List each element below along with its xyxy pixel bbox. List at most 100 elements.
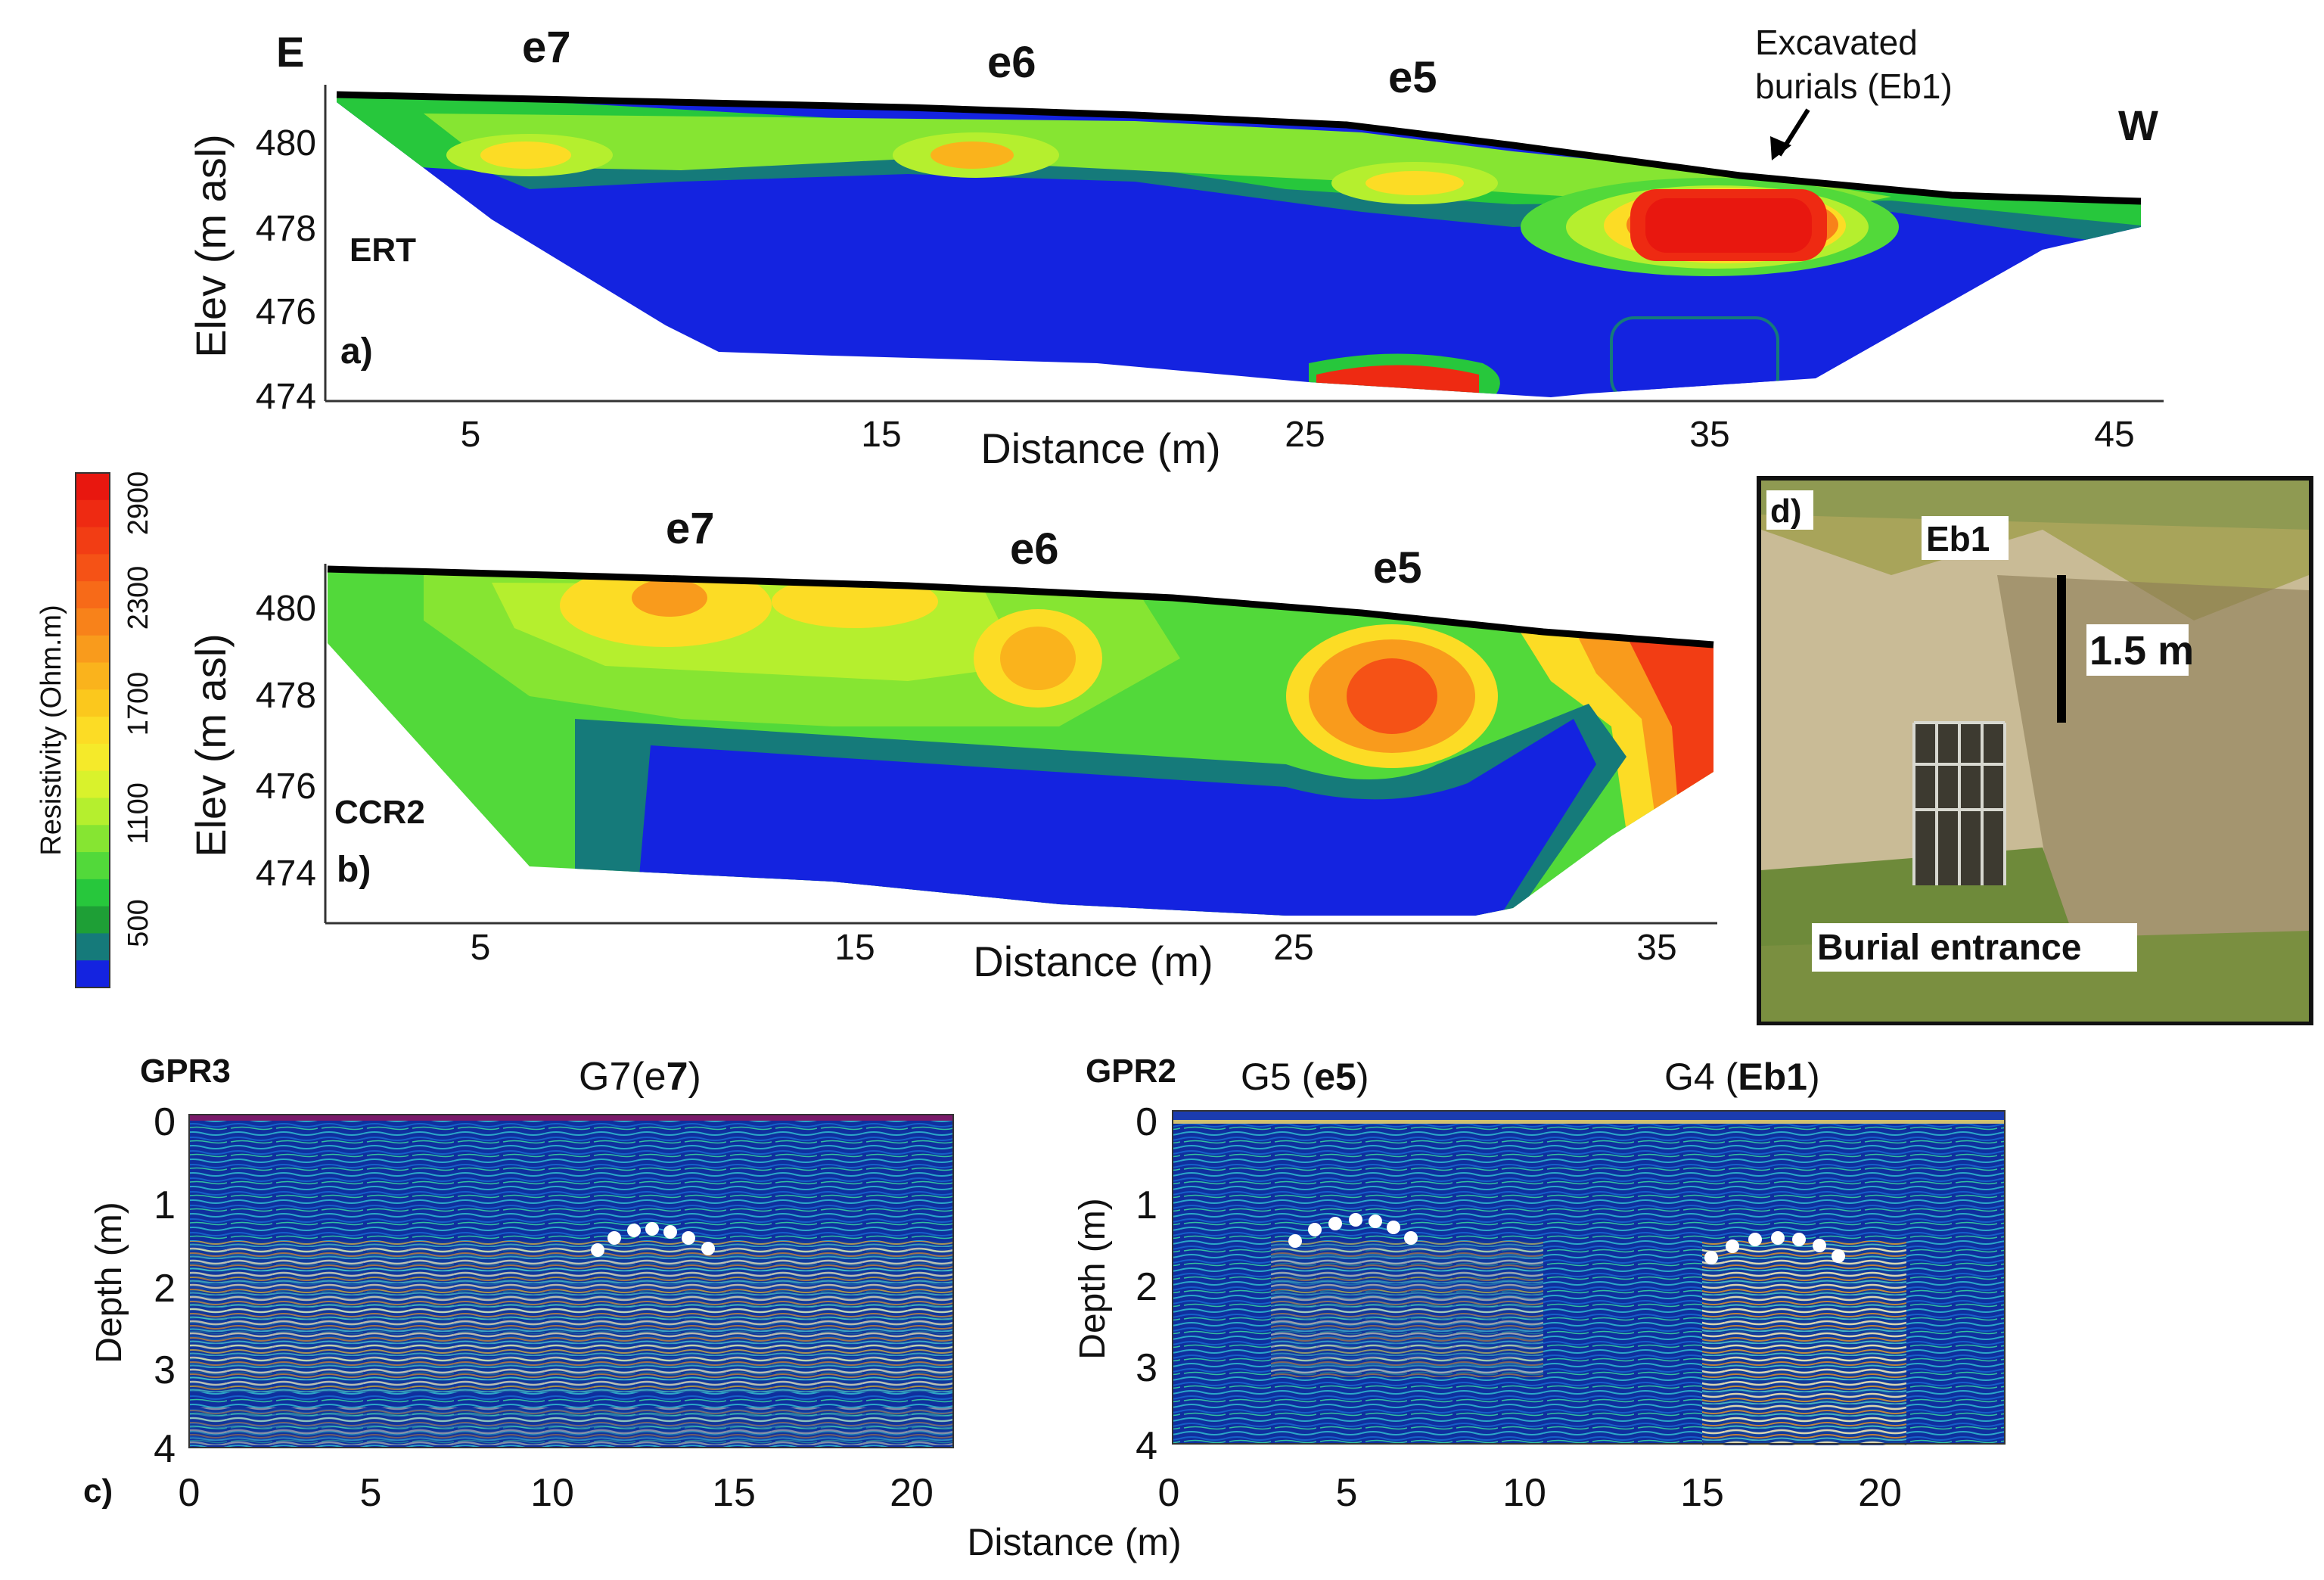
y-tick-474-b: 474	[256, 854, 316, 894]
feature-e6-b: e6	[1010, 524, 1059, 574]
x-axis-label-a: Distance (m)	[980, 425, 1220, 472]
gpr3-title: GPR3	[140, 1053, 231, 1090]
colorbar-swatch	[76, 960, 110, 988]
panel-b-ccr2: e7 e6 e5 CCR2 b) Elev (m asl) 480 478 47…	[187, 504, 1717, 985]
panel-a-ert: E W e7 e6 e5 Excavated burials (Eb1) ERT…	[187, 23, 2164, 472]
gpr3-y-label: Depth (m)	[89, 1202, 129, 1363]
panel-letter-a: a)	[340, 331, 373, 372]
gpr2-anomaly2-label: G4 (Eb1)	[1664, 1056, 1820, 1098]
gpr2-y-tick-1: 1	[1136, 1183, 1157, 1227]
topography-line-a	[336, 91, 2142, 205]
y-tick-476-a: 476	[256, 292, 316, 332]
panel-d-photo: 1.5 m Eb1 d) Burial entrance	[1757, 476, 2313, 1025]
method-label-a: ERT	[350, 232, 416, 269]
dir-right-label: W	[2118, 101, 2158, 149]
x-tick-35-a: 35	[1689, 415, 1729, 455]
photo-label-eb1: Eb1	[1926, 519, 1990, 558]
colorbar-swatch	[76, 635, 110, 664]
gpr3-x-tick-20: 20	[890, 1471, 934, 1515]
gpr2-title: GPR2	[1086, 1053, 1176, 1090]
y-tick-480-b: 480	[256, 589, 316, 629]
gpr2-anomaly2-suffix: )	[1807, 1056, 1820, 1098]
gpr3-y-tick-2: 2	[154, 1267, 176, 1311]
colorbar-swatch	[76, 581, 110, 609]
scale-label: 1.5 m	[2089, 628, 2194, 673]
gpr2-x-tick-10: 10	[1502, 1471, 1546, 1515]
gpr2-x-tick-15: 15	[1680, 1471, 1724, 1515]
gpr3-y-tick-3: 3	[154, 1348, 176, 1392]
x-tick-15-a: 15	[861, 415, 901, 455]
colorbar-tick-500: 500	[123, 899, 154, 947]
y-tick-476-b: 476	[256, 767, 316, 807]
gpr2-x-tick-20: 20	[1858, 1471, 1902, 1515]
colorbar-swatch	[76, 527, 110, 555]
colorbar-swatch	[76, 473, 110, 501]
gpr2-hyperbola-dots-g4	[1704, 1231, 1845, 1264]
x-axis-label-b: Distance (m)	[973, 938, 1213, 985]
gpr3-y-tick-1: 1	[154, 1183, 176, 1227]
gpr3-anomaly-label: G7(e7)	[579, 1055, 701, 1099]
gpr2-x-tick-5: 5	[1336, 1471, 1358, 1515]
colorbar-swatches	[76, 473, 110, 988]
feature-e5-a: e5	[1388, 53, 1437, 102]
feature-e7-a: e7	[522, 23, 571, 72]
gpr2-y-label: Depth (m)	[1073, 1198, 1113, 1359]
ert-section-a	[337, 95, 2141, 397]
y-axis-label-a: Elev (m asl)	[187, 134, 235, 358]
y-tick-478-a: 478	[256, 209, 316, 249]
colorbar-swatch	[76, 662, 110, 690]
gpr2-radargram	[1172, 1110, 2006, 1445]
y-axis-label-b: Elev (m asl)	[187, 633, 235, 857]
colorbar-label: Resistivity (Ohm.m)	[36, 605, 67, 855]
colorbar-swatch	[76, 879, 110, 907]
gpr3-x-tick-15: 15	[712, 1471, 756, 1515]
y-tick-474-a: 474	[256, 377, 316, 417]
gpr2-anomaly2-bold: Eb1	[1738, 1056, 1807, 1098]
x-tick-25-a: 25	[1285, 415, 1325, 455]
gpr3-anomaly-prefix: G7(e	[579, 1055, 666, 1099]
colorbar-swatch	[76, 499, 110, 528]
topography-line-b	[327, 565, 1714, 648]
annotation-line1: Excavated	[1755, 23, 1918, 62]
gpr2-y-tick-0: 0	[1136, 1100, 1157, 1144]
gpr3-x-tick-5: 5	[360, 1471, 382, 1515]
x-tick-5-b: 5	[471, 928, 491, 968]
x-tick-15-b: 15	[834, 928, 875, 968]
colorbar-swatch	[76, 554, 110, 582]
gpr3-hyperbola-dots	[591, 1222, 715, 1257]
gpr3-radargram	[188, 1114, 954, 1448]
gpr2-hyperbola-dots-g5	[1288, 1213, 1418, 1248]
colorbar-swatch	[76, 933, 110, 961]
colorbar-swatch	[76, 798, 110, 826]
colorbar-swatch	[76, 906, 110, 934]
gpr3-x-tick-0: 0	[179, 1471, 200, 1515]
gpr3-y-tick-0: 0	[154, 1100, 176, 1144]
annotation-line2: burials (Eb1)	[1755, 67, 1953, 106]
feature-e7-b: e7	[666, 504, 715, 553]
gpr2-y-tick-4: 4	[1136, 1424, 1157, 1468]
colorbar-tick-2300: 2300	[123, 566, 154, 630]
x-tick-25-b: 25	[1273, 928, 1313, 968]
y-tick-480-a: 480	[256, 123, 316, 163]
colorbar-swatch	[76, 825, 110, 853]
photo-caption: Burial entrance	[1817, 928, 2081, 968]
gpr-x-axis-label: Distance (m)	[967, 1521, 1181, 1563]
gpr2-anomaly1-label: G5 (e5)	[1241, 1056, 1369, 1098]
x-tick-45-a: 45	[2094, 415, 2134, 455]
gpr3-anomaly-bold: 7	[666, 1055, 688, 1099]
gate-bars	[1912, 721, 2006, 885]
x-tick-35-b: 35	[1636, 928, 1676, 968]
panel-letter-b: b)	[337, 850, 371, 890]
gpr2-x-tick-0: 0	[1158, 1471, 1180, 1515]
feature-e6-a: e6	[987, 38, 1036, 87]
gpr2-anomaly1-prefix: G5 (	[1241, 1056, 1315, 1098]
colorbar-swatch	[76, 608, 110, 636]
gpr2-y-tick-2: 2	[1136, 1265, 1157, 1309]
panel-letter-d: d)	[1770, 493, 1802, 530]
colorbar-swatch	[76, 717, 110, 745]
ert-section-b	[328, 569, 1713, 916]
method-label-b: CCR2	[334, 794, 425, 831]
colorbar-swatch	[76, 770, 110, 798]
gpr3-x-tick-10: 10	[530, 1471, 574, 1515]
